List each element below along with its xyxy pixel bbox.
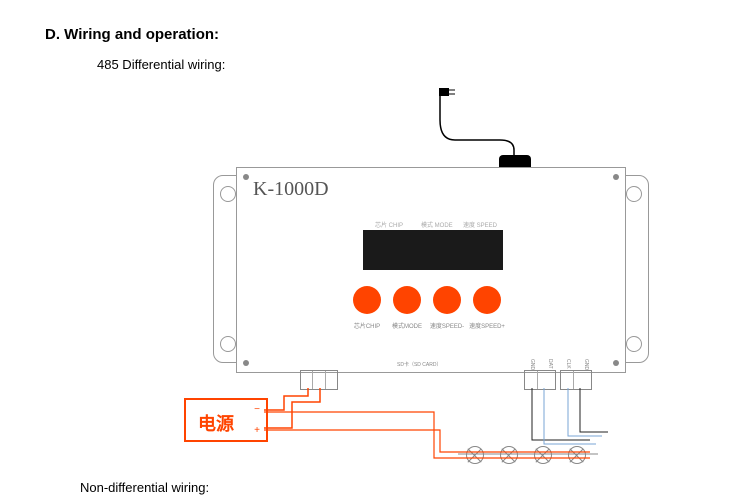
power-supply-label: 电源 [198,410,234,436]
model-label: K-1000D [253,178,329,201]
led-node-3 [534,446,552,464]
knob-label-speed-plus: 速度SPEED+ [467,321,507,330]
knob-speed-minus[interactable] [433,286,461,314]
pin-label-gnd1: GND [529,359,535,370]
knob-mode[interactable] [393,286,421,314]
knob-label-mode: 模式MODE [387,321,427,330]
terminal-block-power [300,370,338,390]
power-supply-box: 电源 − + [184,398,268,442]
led-node-1 [466,446,484,464]
knob-speed-plus[interactable] [473,286,501,314]
terminal-block-out1 [524,370,556,390]
knob-label-chip: 芯片CHIP [347,321,387,330]
terminal-block-out2 [560,370,592,390]
lcd-label-mode: 模式 MODE [421,220,453,229]
wiring-diagram: K-1000D 芯片 CHIP 模式 MODE 速度 SPEED 芯片CHIP … [0,0,736,502]
pin-label-dat: DAT [547,359,553,369]
knob-label-speed-minus: 速度SPEED- [427,321,467,330]
lcd-label-chip: 芯片 CHIP [375,220,403,229]
pin-label-clk: CLK [565,359,571,369]
antenna-base [499,155,531,167]
power-minus: − [254,404,260,415]
power-plus: + [254,425,260,436]
sd-card-label: SD卡（SD CARD） [397,361,441,368]
led-node-4 [568,446,586,464]
pin-label-gnd2: GND [583,359,589,370]
lcd-screen: 芯片 CHIP 模式 MODE 速度 SPEED [363,230,503,270]
power-plug-icon [436,84,456,105]
knob-chip[interactable] [353,286,381,314]
controller-body: K-1000D 芯片 CHIP 模式 MODE 速度 SPEED 芯片CHIP … [236,167,626,373]
lcd-label-speed: 速度 SPEED [463,220,497,229]
led-node-2 [500,446,518,464]
